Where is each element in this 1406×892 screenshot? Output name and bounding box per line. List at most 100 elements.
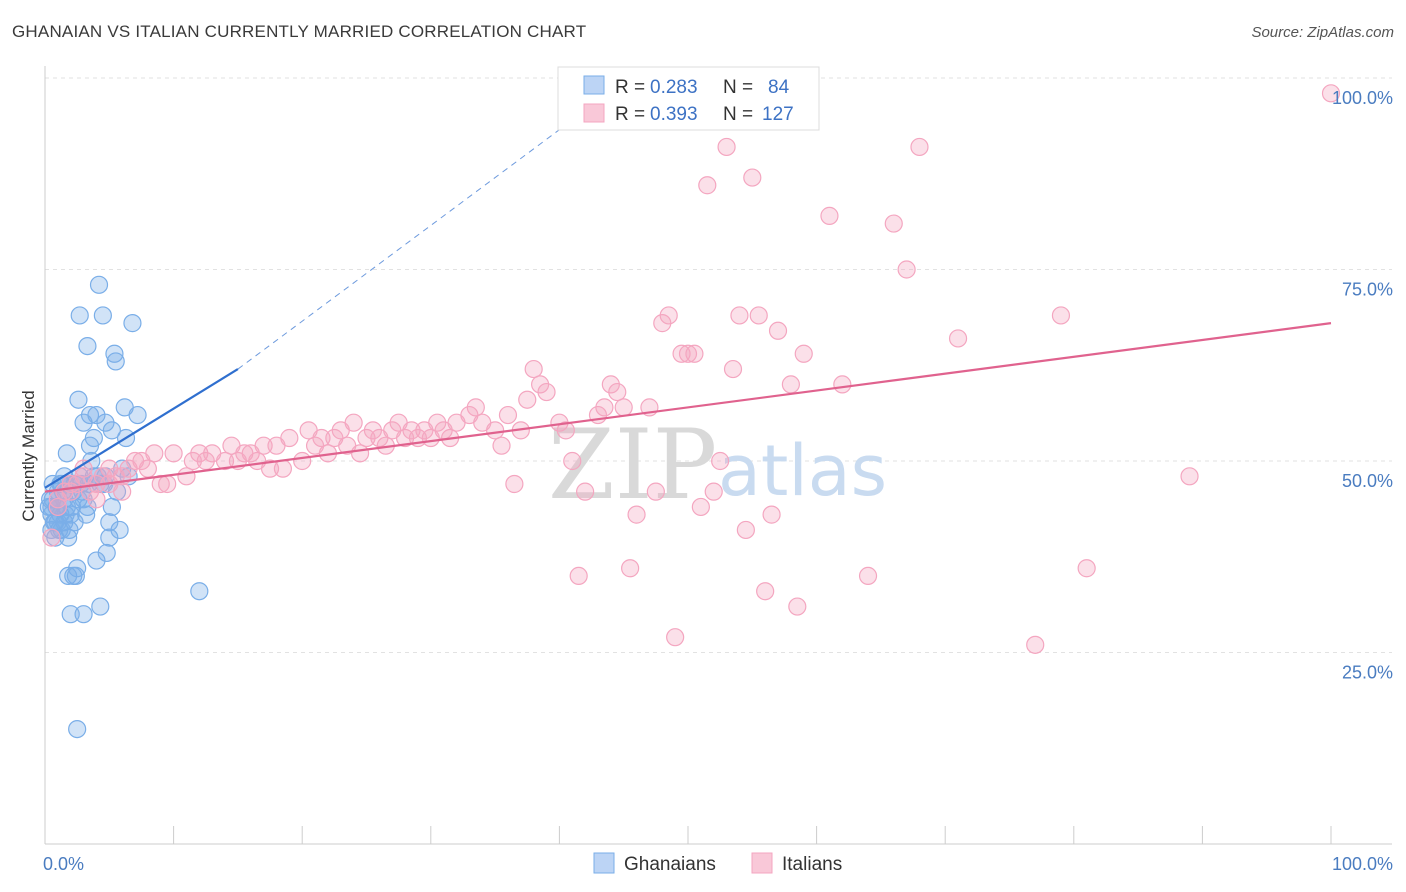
stats-r-label-ghanaians: R = bbox=[615, 77, 645, 98]
trend-line-ghanaians-extension bbox=[237, 100, 599, 370]
italian-point-118 bbox=[1321, 84, 1341, 103]
ghanaian-point-55 bbox=[105, 344, 124, 363]
ghanaian-point-45 bbox=[91, 597, 110, 616]
italian-point-30 bbox=[260, 459, 280, 478]
ghanaian-point-40 bbox=[84, 428, 103, 448]
ghanaian-point-44 bbox=[89, 275, 109, 294]
ghanaian-point-37 bbox=[80, 405, 100, 425]
ghanaian-point-47 bbox=[93, 306, 112, 325]
italian-point-14 bbox=[138, 459, 157, 478]
italian-point-42 bbox=[344, 413, 363, 432]
y-tick-label-0: 25.0% bbox=[1342, 663, 1393, 683]
y-axis-title: Currently Married bbox=[19, 390, 38, 521]
ghanaian-point-81 bbox=[48, 513, 67, 532]
ghanaian-point-27 bbox=[69, 390, 88, 409]
ghanaian-point-34 bbox=[77, 505, 96, 524]
axes bbox=[44, 66, 1392, 845]
italian-point-116 bbox=[1077, 559, 1096, 578]
ghanaian-point-54 bbox=[102, 421, 121, 440]
italian-point-60 bbox=[466, 398, 485, 417]
ghanaian-point-52 bbox=[100, 528, 119, 547]
italian-point-70 bbox=[537, 382, 556, 402]
italian-point-33 bbox=[280, 428, 299, 448]
italian-point-17 bbox=[164, 444, 183, 463]
italian-point-98 bbox=[736, 520, 755, 540]
stats-n-value-italians: 127 bbox=[762, 104, 794, 125]
italian-point-90 bbox=[685, 344, 704, 363]
italian-point-67 bbox=[518, 390, 537, 409]
italian-point-84 bbox=[646, 482, 665, 501]
source-credit: Source: ZipAtlas.com bbox=[1251, 24, 1394, 41]
italian-point-68 bbox=[524, 359, 543, 379]
ghanaian-point-74 bbox=[44, 513, 64, 532]
ghanaian-point-24 bbox=[66, 566, 85, 586]
italian-point-93 bbox=[704, 482, 723, 501]
italian-point-43 bbox=[350, 444, 370, 463]
italian-point-103 bbox=[768, 321, 788, 340]
italian-point-79 bbox=[608, 382, 627, 402]
italian-point-121 bbox=[119, 459, 138, 478]
stats-swatch-ghanaians bbox=[583, 75, 605, 95]
italian-point-72 bbox=[556, 421, 575, 440]
italian-point-101 bbox=[756, 582, 775, 601]
stats-r-value-ghanaians: 0.283 bbox=[650, 77, 698, 98]
italian-point-34 bbox=[293, 451, 312, 471]
stats-n-label-ghanaians: N = bbox=[723, 77, 753, 98]
legend-swatch-ghanaians bbox=[593, 852, 615, 874]
italian-point-106 bbox=[794, 344, 813, 363]
italian-point-23 bbox=[215, 451, 235, 471]
ghanaian-point-53 bbox=[102, 497, 121, 517]
italian-point-0 bbox=[42, 528, 61, 547]
italian-point-86 bbox=[659, 306, 678, 325]
ghanaian-point-26 bbox=[68, 719, 87, 739]
italian-point-99 bbox=[743, 168, 762, 187]
italian-point-112 bbox=[910, 137, 929, 157]
italian-point-64 bbox=[498, 405, 518, 425]
italian-point-18 bbox=[177, 467, 196, 486]
italian-point-104 bbox=[781, 375, 800, 394]
ghanaian-point-64 bbox=[190, 582, 209, 601]
legend-label-italians: Italians bbox=[782, 854, 842, 875]
stats-n-label-italians: N = bbox=[723, 104, 753, 125]
italian-point-74 bbox=[569, 566, 588, 586]
ghanaian-point-28 bbox=[70, 306, 89, 325]
gridlines bbox=[45, 77, 1392, 653]
trend-lines bbox=[44, 100, 1332, 493]
watermark: ZIP atlas bbox=[548, 409, 887, 521]
italian-point-32 bbox=[273, 459, 293, 478]
stats-r-value-italians: 0.393 bbox=[650, 104, 698, 125]
legend-swatch-italians bbox=[751, 852, 773, 874]
italian-point-111 bbox=[897, 260, 916, 279]
italian-point-73 bbox=[563, 451, 582, 471]
series-italians-points bbox=[42, 84, 1341, 654]
legend-label-ghanaians: Ghanaians bbox=[624, 854, 716, 875]
italian-point-62 bbox=[486, 421, 505, 440]
stats-swatch-italians bbox=[583, 103, 605, 123]
y-tick-label-1: 50.0% bbox=[1342, 471, 1393, 491]
italian-point-108 bbox=[833, 375, 852, 394]
ghanaian-point-36 bbox=[78, 337, 97, 356]
italian-point-114 bbox=[1026, 635, 1045, 654]
ghanaian-point-43 bbox=[87, 551, 106, 570]
italian-point-37 bbox=[312, 428, 331, 448]
italian-point-122 bbox=[145, 444, 164, 463]
italian-point-77 bbox=[595, 398, 614, 417]
trend-line-italians bbox=[44, 322, 1332, 493]
italian-point-16 bbox=[158, 474, 177, 494]
italian-point-95 bbox=[717, 137, 736, 157]
italian-point-92 bbox=[698, 176, 717, 195]
ghanaian-point-62 bbox=[123, 314, 142, 333]
stats-legend: R = 0.283 N = 84 R = 0.393 N = 127 bbox=[557, 66, 820, 131]
series-legend: Ghanaians Italians bbox=[593, 852, 842, 875]
y-tick-label-3: 100.0% bbox=[1332, 88, 1393, 108]
italian-point-63 bbox=[492, 436, 511, 455]
italian-point-125 bbox=[113, 482, 132, 501]
italian-point-88 bbox=[672, 344, 691, 363]
italian-point-107 bbox=[820, 206, 839, 225]
italian-point-126 bbox=[48, 490, 67, 509]
italian-point-113 bbox=[948, 329, 968, 348]
watermark-atlas: atlas bbox=[718, 430, 887, 512]
italian-point-109 bbox=[858, 566, 878, 586]
italian-point-87 bbox=[666, 628, 685, 647]
